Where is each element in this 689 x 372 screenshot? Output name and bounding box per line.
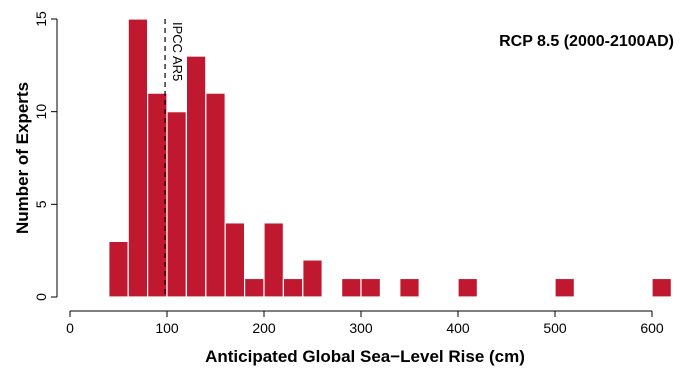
x-tick-label: 300	[349, 320, 373, 336]
histogram-bar	[166, 111, 187, 298]
histogram-bar	[399, 277, 420, 298]
bars-group	[108, 18, 672, 298]
histogram-bar	[651, 277, 672, 298]
histogram-bar	[147, 92, 168, 298]
histogram-bar	[360, 277, 381, 298]
histogram-bar	[554, 277, 575, 298]
x-axis: 0 100 200 300 400 500 600	[66, 310, 664, 336]
histogram-bar	[244, 277, 265, 298]
histogram-bar	[224, 222, 246, 298]
chart-title: RCP 8.5 (2000-2100AD)	[499, 33, 674, 50]
y-tick-label: 15	[33, 11, 49, 27]
x-tick-label: 400	[446, 320, 470, 336]
histogram-bar	[282, 277, 304, 298]
x-tick-label: 200	[252, 320, 276, 336]
reference-line-label: IPCC AR5	[170, 22, 185, 81]
histogram-bar	[108, 240, 129, 298]
x-tick-label: 600	[640, 320, 664, 336]
histogram-bar	[341, 277, 362, 298]
histogram-bar	[127, 18, 149, 298]
histogram-bar	[185, 55, 207, 298]
x-axis-label: Anticipated Global Sea−Level Rise (cm)	[205, 347, 525, 366]
histogram-bar	[302, 259, 323, 298]
y-tick-label: 0	[33, 293, 49, 301]
x-tick-label: 100	[155, 320, 179, 336]
histogram-bar	[205, 92, 226, 298]
reference-line-group: IPCC AR5	[164, 19, 185, 297]
x-tick-label: 0	[66, 320, 74, 336]
y-axis-label: Number of Experts	[13, 82, 32, 234]
y-tick-label: 10	[33, 104, 49, 120]
y-axis: 0 5 10 15	[33, 11, 58, 301]
y-tick-label: 5	[33, 200, 49, 208]
histogram-bar	[263, 222, 284, 298]
histogram-bar	[457, 277, 478, 298]
x-tick-label: 500	[543, 320, 567, 336]
